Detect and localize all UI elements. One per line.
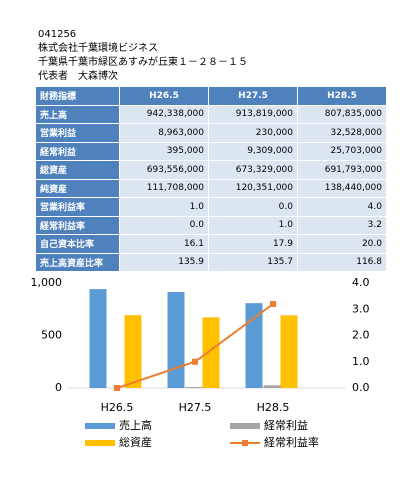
table-cell: 財務指標 [35, 86, 120, 106]
y2-tick-label: 4.0 [352, 276, 370, 289]
table-cell: 25,703,000 [297, 141, 387, 161]
line-marker [192, 358, 198, 365]
y2-tick-label: 2.0 [352, 329, 370, 342]
table-cell: 経常利益 [35, 141, 120, 161]
y-tick-label: 1,000 [31, 276, 63, 289]
table-cell: 135.9 [119, 252, 209, 272]
x-tick-label: H26.5 [101, 401, 134, 414]
table-cell: 395,000 [119, 141, 209, 161]
finance-table: 財務指標 H26.5 H27.5 H28.5 売上高 942,338,000 913,819… [35, 86, 387, 272]
y-tick-label: 0 [55, 381, 62, 394]
table-cell: 111,708,000 [119, 178, 209, 198]
table-row: 純資産 111,708,000 120,351,000 138,440,000 [35, 178, 387, 198]
table-cell: H26.5 [119, 86, 209, 106]
table-row: 売上高資産比率 135.9 135.7 116.8 [35, 252, 387, 272]
y2-tick-label: 3.0 [352, 302, 370, 315]
table-row: 営業利益率 1.0 0.0 4.0 [35, 197, 387, 217]
table-cell: 230,000 [208, 123, 298, 143]
table-cell: 32,528,000 [297, 123, 387, 143]
table-cell: 120,351,000 [208, 178, 298, 198]
legend-swatch [230, 423, 260, 429]
x-tick-label: H28.5 [257, 401, 290, 414]
bar [202, 317, 220, 388]
table-cell: 138,440,000 [297, 178, 387, 198]
header-line: 代表者 大森博次 [38, 71, 118, 82]
table-cell: 自己資本比率 [35, 234, 120, 254]
table-cell: 693,556,000 [119, 160, 209, 180]
table-cell: 1.0 [208, 215, 298, 235]
bar [280, 315, 298, 388]
table-cell: 691,793,000 [297, 160, 387, 180]
table-row: 自己資本比率 16.1 17.9 20.0 [35, 234, 387, 254]
header-line: 株式会社千葉環境ビジネス [38, 43, 158, 54]
legend-swatch [85, 423, 115, 429]
table-cell: 3.2 [297, 215, 387, 235]
table-row: 総資産 693,556,000 673,329,000 691,793,000 [35, 160, 387, 180]
table-cell: 913,819,000 [208, 104, 298, 124]
table-cell: 116.8 [297, 252, 387, 272]
table-cell: 20.0 [297, 234, 387, 254]
legend-label: 売上高 [119, 418, 152, 432]
table-cell: 8,963,000 [119, 123, 209, 143]
bar [167, 292, 185, 388]
table-cell: 4.0 [297, 197, 387, 217]
y2-tick-label: 1.0 [352, 355, 370, 368]
bar [245, 303, 263, 388]
table-cell: 1.0 [119, 197, 209, 217]
legend-label: 経常利益 [264, 418, 308, 432]
table-cell: 営業利益 [35, 123, 120, 143]
header-line: 041256 [38, 29, 77, 40]
table-cell: 売上高資産比率 [35, 252, 120, 272]
table-cell: 0.0 [208, 197, 298, 217]
table-row: 経常利益率 0.0 1.0 3.2 [35, 215, 387, 235]
legend-label: 経常利益率 [264, 435, 319, 449]
table-cell: 17.9 [208, 234, 298, 254]
header-line: 千葉県千葉市緑区あすみが丘東１－２８－１５ [38, 57, 248, 68]
y-tick-label: 500 [41, 329, 62, 342]
table-cell: 純資産 [35, 178, 120, 198]
bar [89, 289, 107, 388]
table-cell: H28.5 [297, 86, 387, 106]
legend-label: 総資産 [119, 435, 152, 449]
line-marker [114, 385, 120, 391]
bar [185, 387, 203, 388]
y2-tick-label: 0.0 [352, 381, 370, 394]
line-marker [270, 301, 276, 307]
legend-marker [242, 440, 248, 446]
header: 041256 株式会社千葉環境ビジネス千葉県千葉市緑区あすみが丘東１－２８－１５ 代… [38, 28, 248, 84]
table-cell: 135.7 [208, 252, 298, 272]
legend-swatch [85, 440, 115, 446]
table-cell: 売上高 [35, 104, 120, 124]
table-row: 経常利益 395,000 9,309,000 25,703,000 [35, 141, 387, 161]
x-tick-label: H27.5 [179, 401, 212, 414]
bar [124, 315, 142, 388]
table-cell: 673,329,000 [208, 160, 298, 180]
bar [263, 385, 281, 388]
table-row: 営業利益 8,963,000 230,000 32,528,000 [35, 123, 387, 143]
table-cell: 16.1 [119, 234, 209, 254]
table-cell: 9,309,000 [208, 141, 298, 161]
